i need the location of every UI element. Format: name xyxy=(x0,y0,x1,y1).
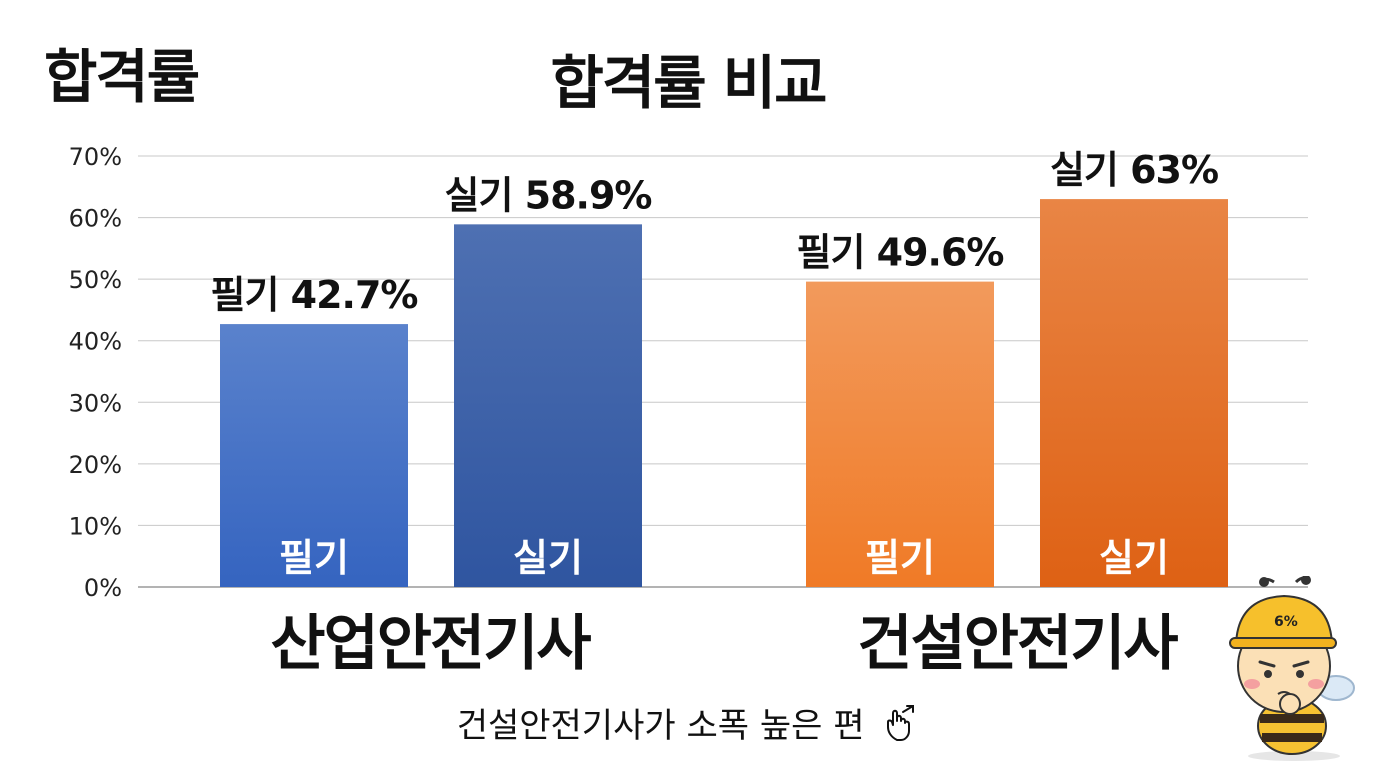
bar-inner-label: 실기 xyxy=(1099,536,1169,580)
mascot-badge: 6% xyxy=(1274,614,1298,630)
y-tick-label: 40% xyxy=(69,328,122,356)
bar xyxy=(220,324,408,587)
y-tick-label: 30% xyxy=(69,389,122,417)
bar xyxy=(454,224,642,587)
y-tick-label: 20% xyxy=(69,451,122,479)
bar xyxy=(806,281,994,587)
bee-mascot-icon: 6% xyxy=(1229,576,1355,761)
corner-title: 합격률 xyxy=(44,43,200,111)
bar-inner-label: 필기 xyxy=(279,536,349,580)
y-tick-label: 10% xyxy=(69,512,122,540)
footnote: 건설안전기사가 소폭 높은 편 xyxy=(0,698,1376,751)
y-tick-label: 50% xyxy=(69,266,122,294)
y-tick-label: 70% xyxy=(69,143,122,171)
y-tick-label: 60% xyxy=(69,205,122,233)
bar-value-label: 필기 49.6% xyxy=(797,231,1004,275)
bar-chart: 0% 10% 20% 30% 40% 50% 60% 70% 필기 42.7% 필기 실기 58.9… xyxy=(69,143,1308,679)
bar-inner-label: 필기 xyxy=(865,536,935,580)
group-label: 산업안전기사 xyxy=(270,609,591,679)
chart-title: 합격률 비교 xyxy=(550,49,828,117)
bar-value-label: 실기 58.9% xyxy=(445,173,652,217)
group-label: 건설안전기사 xyxy=(857,609,1178,679)
pointing-hand-icon xyxy=(883,704,919,751)
y-tick-label: 0% xyxy=(84,574,122,602)
footnote-text: 건설안전기사가 소폭 높은 편 xyxy=(456,706,865,746)
bar-value-label: 필기 42.7% xyxy=(211,273,418,317)
bar-value-label: 실기 63% xyxy=(1050,148,1218,192)
bar xyxy=(1040,199,1228,587)
bar-inner-label: 실기 xyxy=(513,536,583,580)
